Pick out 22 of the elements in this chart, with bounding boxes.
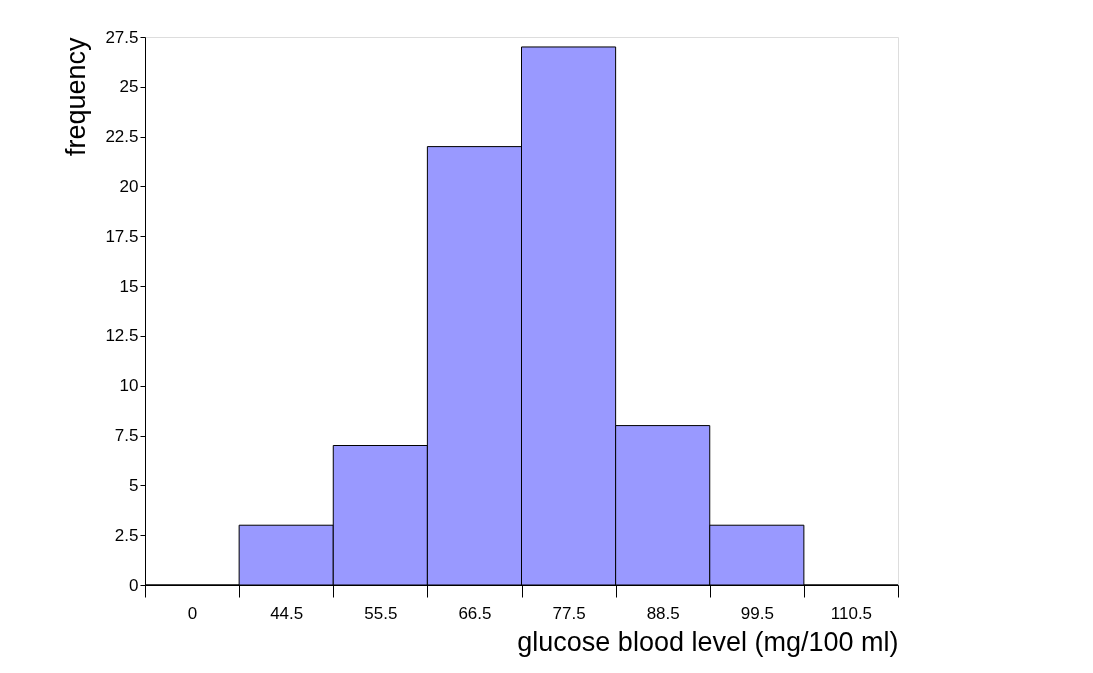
x-axis-title: glucose blood level (mg/100 ml) (517, 626, 899, 657)
y-tick-label: 7.5 (114, 426, 139, 446)
y-tick-label: 15 (119, 276, 139, 296)
y-tick-label: 20 (119, 176, 139, 196)
y-axis-title: frequency (61, 37, 92, 157)
x-tick-label: 77.5 (552, 603, 586, 623)
x-tick-label: 88.5 (646, 603, 680, 623)
x-tick-label: 99.5 (740, 603, 774, 623)
x-tick-label: 66.5 (458, 603, 492, 623)
y-tick-label: 27.5 (105, 27, 139, 47)
x-tick-label: 0 (187, 603, 198, 623)
y-tick-label: 5 (129, 475, 139, 495)
y-tick-label: 25 (119, 77, 139, 97)
y-tick-label: 0 (129, 575, 139, 595)
x-tick-label: 110.5 (830, 603, 873, 623)
x-tick-label: 44.5 (270, 603, 304, 623)
x-tick-label: 55.5 (364, 603, 398, 623)
y-tick-label: 10 (119, 376, 139, 396)
y-tick-label: 12.5 (105, 326, 139, 346)
y-tick-label: 22.5 (105, 127, 139, 147)
y-tick-label: 2.5 (114, 525, 139, 545)
y-tick-label: 17.5 (105, 226, 139, 246)
